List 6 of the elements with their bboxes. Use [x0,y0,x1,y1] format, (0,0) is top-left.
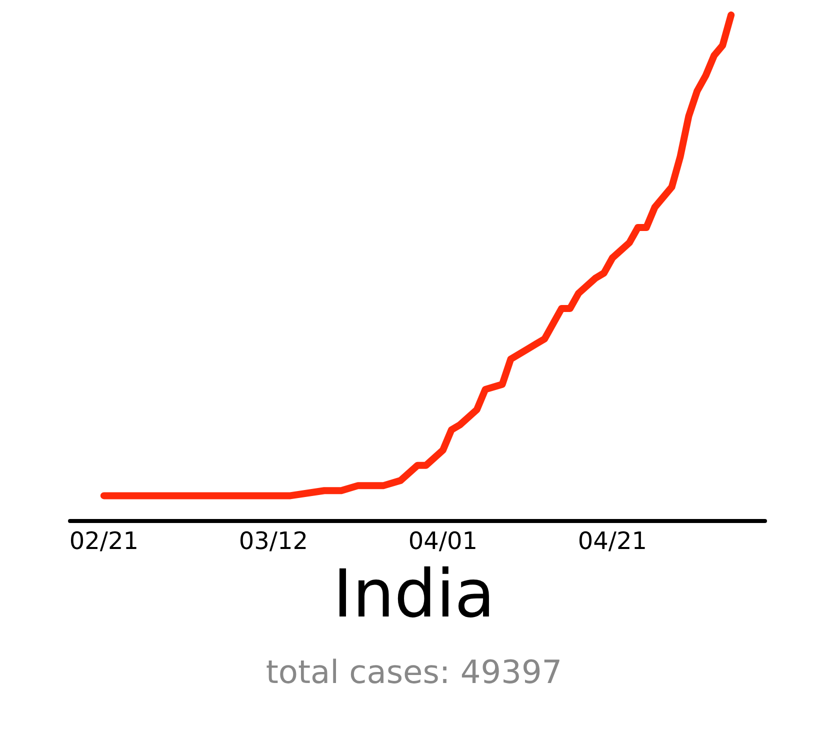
x-tick-label: 02/21 [69,527,138,555]
text: India [333,556,495,632]
text: total cases: 49397 [266,653,562,691]
x-tick-label: 04/01 [408,527,478,555]
x-tick-label: 03/12 [238,527,308,555]
x-tick-label: 04/21 [578,527,648,555]
